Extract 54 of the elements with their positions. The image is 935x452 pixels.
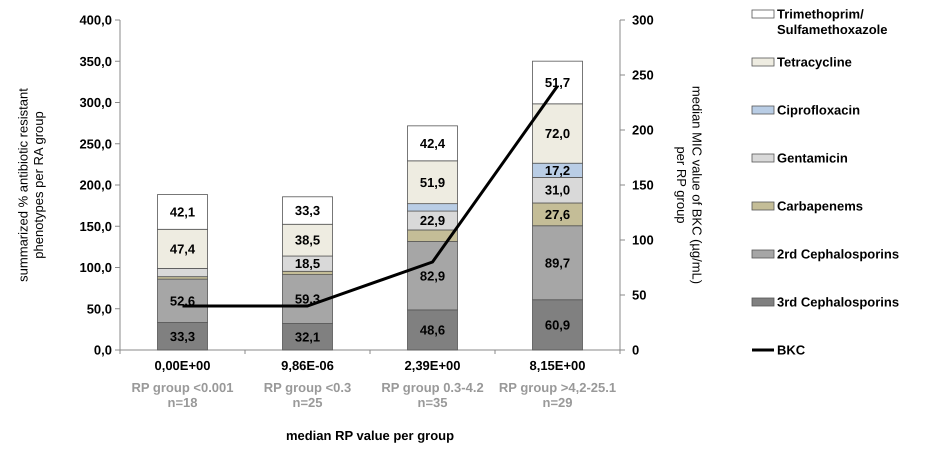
- legend-label: BKC: [777, 342, 806, 358]
- data-label: 17,2: [544, 162, 570, 178]
- y2-tick-label: 250: [632, 68, 654, 83]
- data-label: 27,6: [544, 206, 570, 222]
- legend-label: Carbapenems: [777, 198, 863, 214]
- data-label: 18,5: [294, 256, 320, 272]
- data-label: 60,9: [544, 317, 570, 332]
- data-label: 47,4: [170, 241, 196, 256]
- y-tick-label: 0,0: [94, 342, 112, 358]
- x-tick-label: 9,86E-06: [281, 358, 334, 373]
- data-label: 31,0: [544, 182, 570, 198]
- data-label: 42,4: [420, 136, 446, 151]
- y-tick-label: 350,0: [79, 54, 112, 69]
- legend-label: 3rd Cephalosporins: [777, 294, 900, 310]
- y2-tick-label: 300: [632, 12, 654, 28]
- y2-tick-label: 100: [632, 232, 654, 248]
- data-label: 82,9: [420, 268, 446, 284]
- legend-label: Tetracycline: [777, 54, 852, 70]
- data-label: 51,7: [544, 75, 570, 90]
- data-label: 89,7: [544, 255, 570, 270]
- x-tick-label: 8,15E+00: [529, 358, 586, 373]
- data-label: 48,6: [420, 322, 446, 338]
- data-label: 32,1: [294, 329, 320, 344]
- data-label: 51,9: [420, 174, 446, 190]
- data-label: 42,1: [170, 204, 196, 220]
- y-tick-label: 150,0: [79, 218, 112, 234]
- x-tick-label: 0,00E+00: [154, 358, 211, 373]
- legend-label: Ciprofloxacin: [777, 102, 860, 118]
- legend-label: Gentamicin: [777, 150, 848, 166]
- data-label: 33,3: [294, 203, 320, 218]
- y2-axis-title: median MIC value of BKC (µg/mL) per RP group: [674, 86, 705, 284]
- x-tick-label: 2,39E+00: [404, 358, 461, 373]
- legend-label: 2rd Cephalosporins: [777, 246, 900, 262]
- data-label: 33,3: [170, 328, 196, 344]
- y2-tick-label: 0: [632, 342, 640, 358]
- data-label: 38,5: [294, 232, 320, 248]
- legend-label: Trimethoprim/ Sulfamethoxazole: [777, 6, 888, 38]
- data-label: 72,0: [544, 126, 570, 142]
- y-tick-label: 400,0: [79, 12, 112, 28]
- y-tick-label: 100,0: [79, 260, 112, 276]
- text: RP group <0.3 n=25: [264, 380, 352, 410]
- text: RP group 0.3-4.2 n=35: [381, 380, 484, 410]
- x-axis-title: median RP value per group: [286, 428, 454, 443]
- y2-tick-label: 200: [632, 122, 654, 138]
- y-tick-label: 300,0: [79, 95, 112, 110]
- text: RP group >4,2-25.1 n=29: [498, 380, 616, 410]
- data-label: 22,9: [420, 213, 446, 228]
- y2-tick-label: 50: [632, 288, 646, 303]
- y-tick-label: 200,0: [79, 178, 112, 193]
- y-tick-label: 50,0: [86, 301, 112, 316]
- y-tick-label: 250,0: [79, 136, 112, 152]
- y2-tick-label: 150: [632, 178, 654, 193]
- text: RP group <0.001 n=18: [132, 380, 234, 410]
- y-axis-title: summarized % antibiotic resistant phenotypes per RA group: [15, 88, 46, 282]
